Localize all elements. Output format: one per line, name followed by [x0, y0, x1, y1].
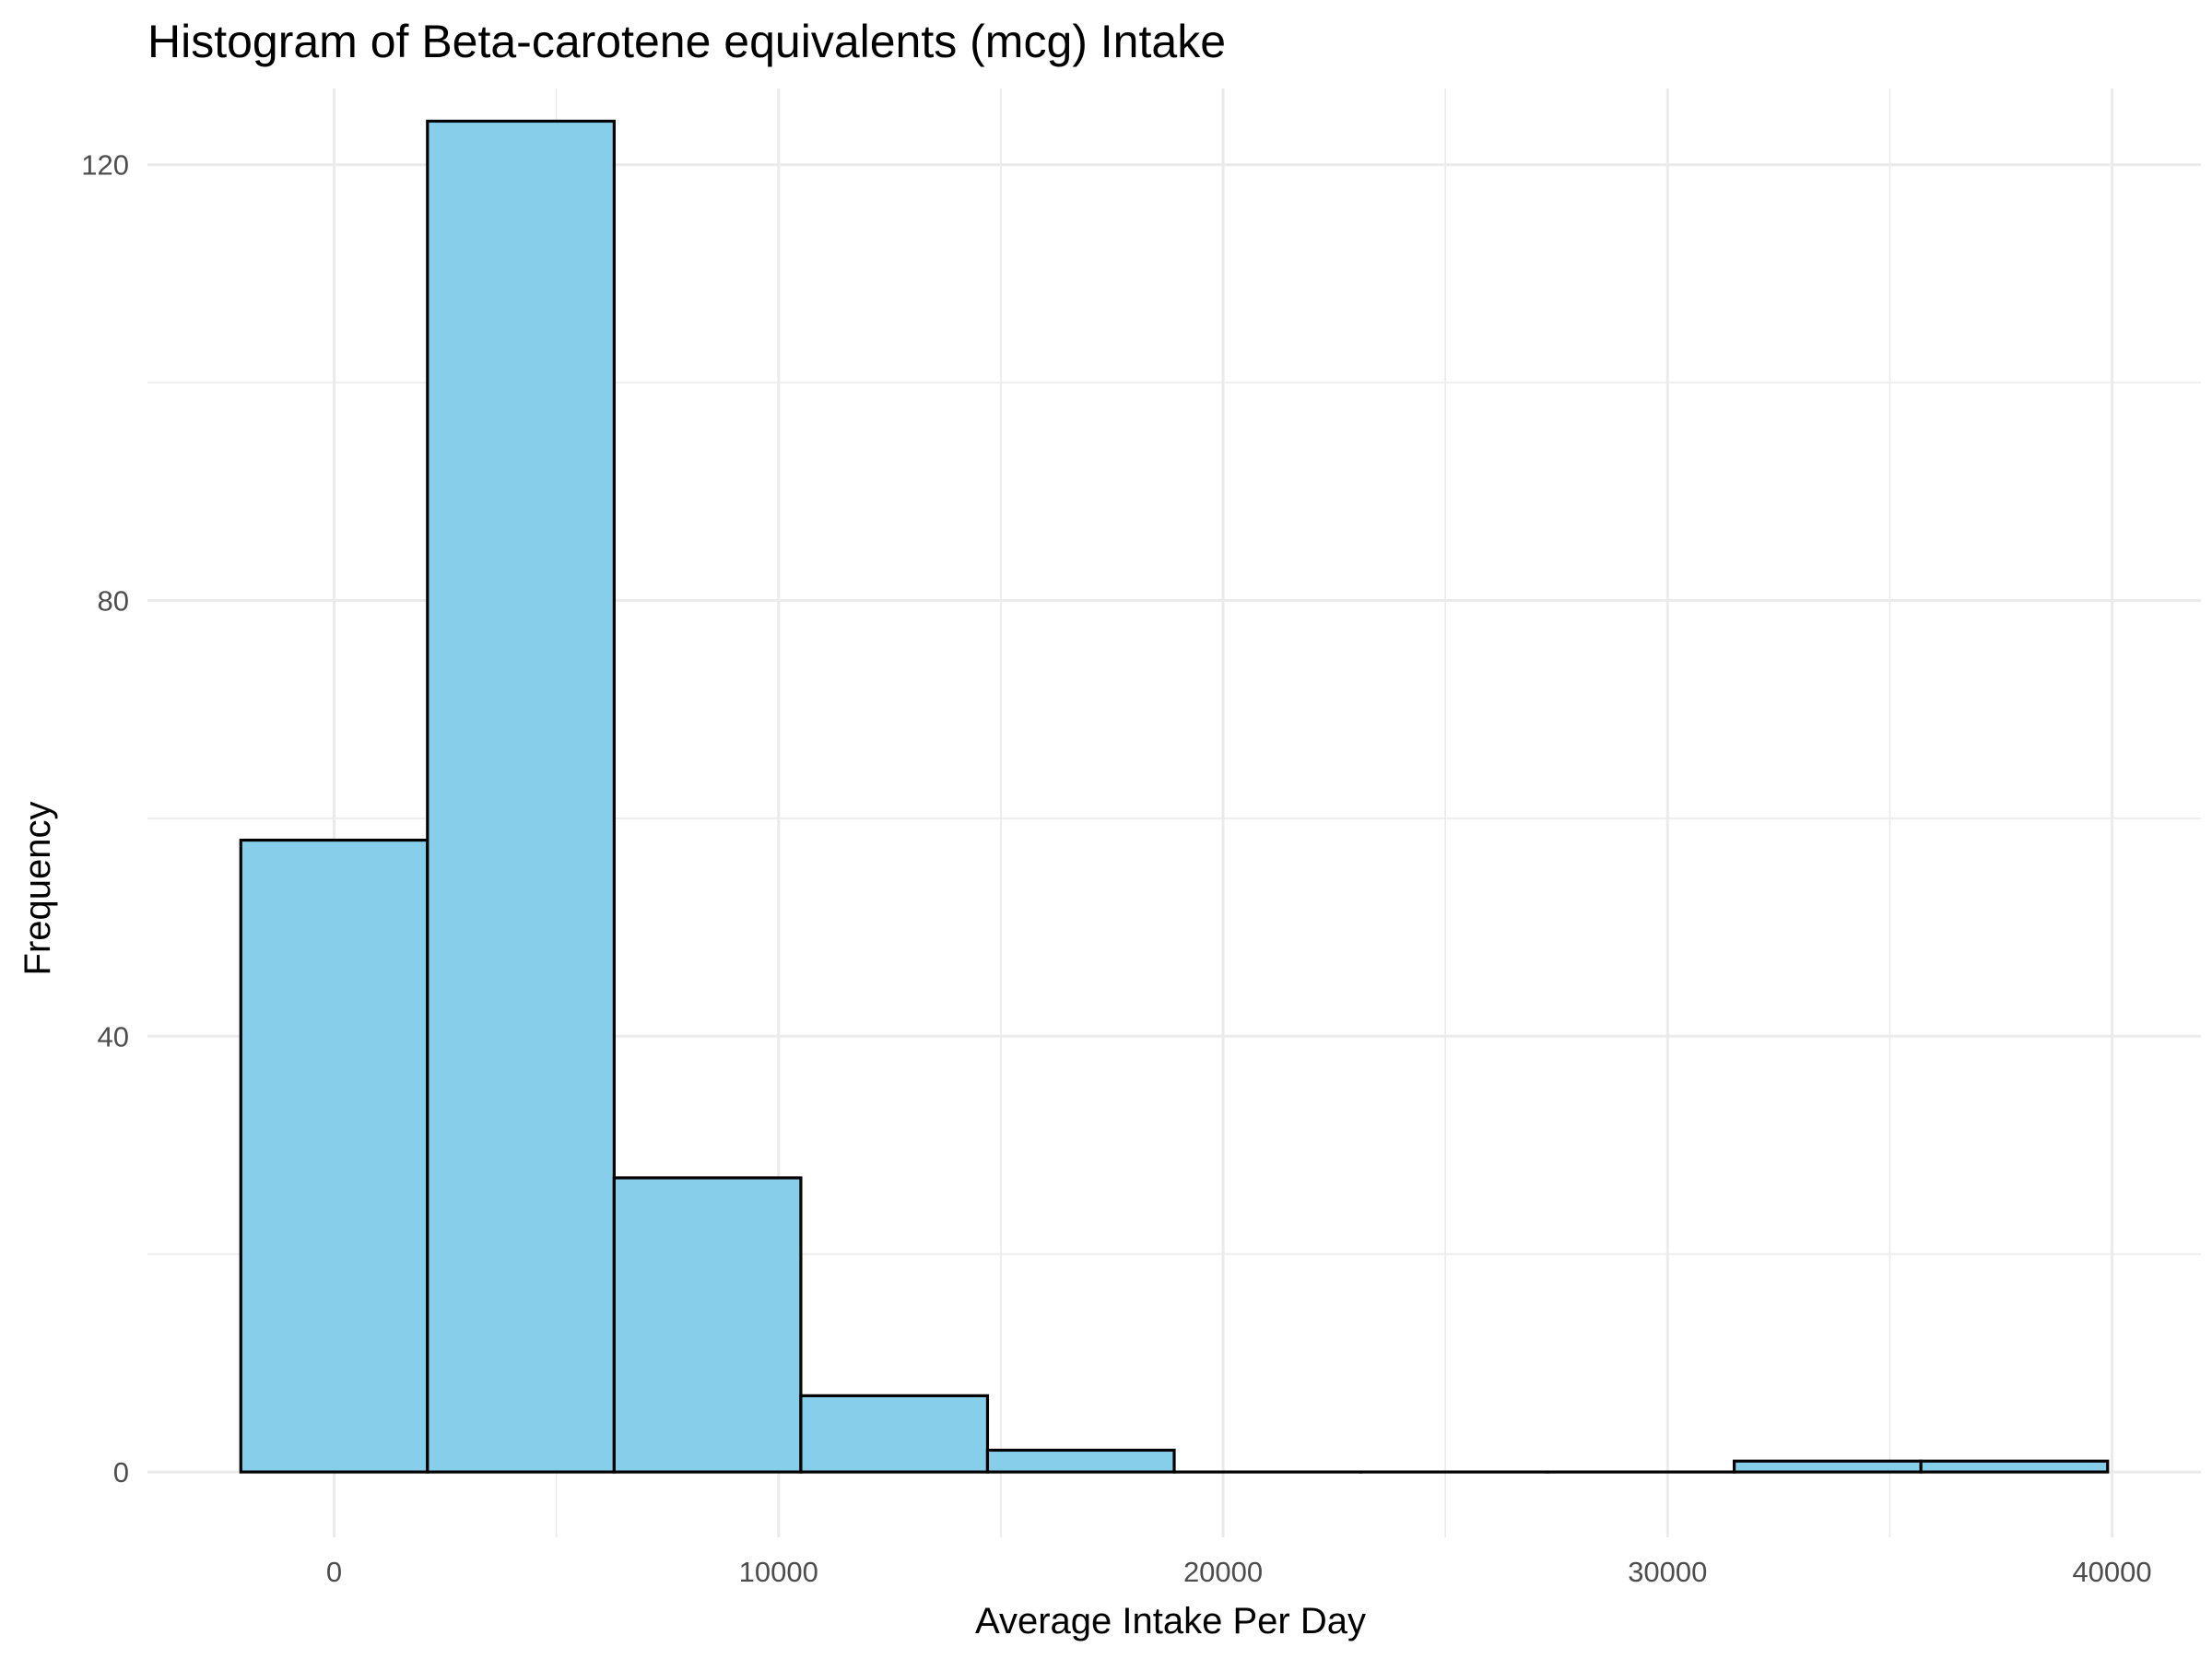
- x-tick-label: 10000: [739, 1556, 818, 1588]
- chart-title: Histogram of Beta-carotene equivalents (…: [147, 16, 1226, 67]
- histogram-bar-3: [612, 1176, 803, 1474]
- y-axis-label: Frequency: [18, 802, 58, 976]
- histogram-bar-5: [985, 1448, 1176, 1474]
- y-tick-label: 40: [98, 1020, 129, 1053]
- x-tick-label: 0: [326, 1556, 342, 1588]
- histogram-bar-10: [1919, 1459, 2110, 1474]
- y-tick-label: 0: [113, 1456, 129, 1488]
- x-tick-label: 30000: [1628, 1556, 1707, 1588]
- x-tick-label: 40000: [2072, 1556, 2151, 1588]
- histogram-bar-1: [239, 838, 429, 1474]
- histogram-bars: [239, 119, 2110, 1474]
- y-tick-label: 120: [81, 149, 129, 182]
- histogram-bar-9: [1733, 1459, 1923, 1474]
- x-axis-label: Average Intake Per Day: [975, 1601, 1366, 1641]
- tick-labels: 0 10000 20000 30000 40000 0 40 80 120: [81, 149, 2151, 1588]
- x-tick-label: 20000: [1183, 1556, 1263, 1588]
- histogram-bar-4: [799, 1394, 990, 1474]
- y-tick-label: 80: [98, 585, 129, 618]
- histogram-bar-2: [426, 119, 616, 1474]
